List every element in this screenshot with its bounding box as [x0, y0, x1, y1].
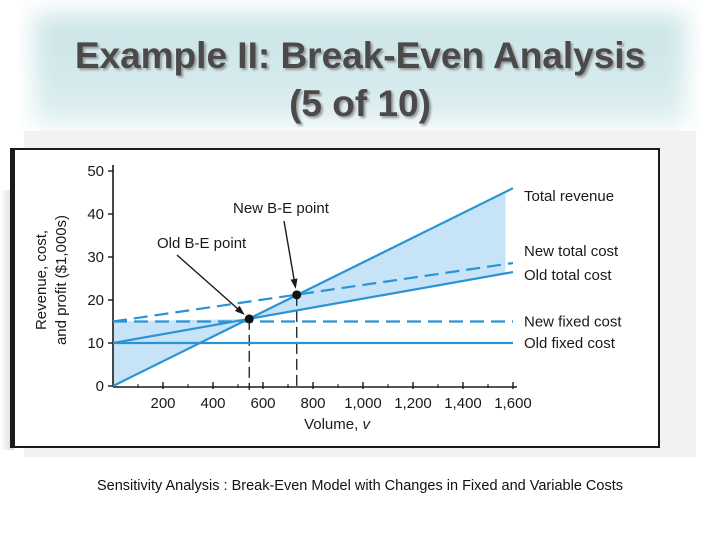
x-tick-label: 1,600: [494, 395, 532, 412]
y-tick-label: 10: [87, 335, 104, 352]
series-label: New total cost: [524, 243, 619, 260]
x-axis-label-text: Volume,: [304, 416, 362, 433]
series-label: Total revenue: [524, 188, 614, 205]
figure-caption: Sensitivity Analysis : Break-Even Model …: [0, 478, 720, 494]
x-tick-label: 800: [300, 395, 325, 412]
series-label: Old fixed cost: [524, 335, 616, 352]
y-tick-label: 50: [87, 163, 104, 180]
y-axis-label-line2: and profit ($1,000s): [53, 215, 70, 345]
series-label: Old total cost: [524, 267, 612, 284]
y-tick-label: 30: [87, 249, 104, 266]
y-axis-label-line1: Revenue, cost,: [33, 230, 50, 330]
chart-panel-edge: [11, 149, 15, 447]
y-tick-label: 20: [87, 292, 104, 309]
x-tick-label: 1,400: [444, 395, 482, 412]
break-even-point-marker: [292, 290, 301, 299]
y-tick-label: 0: [96, 378, 104, 395]
x-tick-label: 1,000: [344, 395, 382, 412]
x-tick-label: 400: [200, 395, 225, 412]
break-even-point-label: Old B-E point: [157, 235, 247, 252]
series-label: New fixed cost: [524, 314, 622, 331]
x-tick-label: 200: [150, 395, 175, 412]
y-tick-label: 40: [87, 206, 104, 223]
break-even-point-marker: [245, 314, 254, 323]
x-tick-label: 1,200: [394, 395, 432, 412]
x-tick-label: 600: [250, 395, 275, 412]
x-axis-label: Volume, v: [304, 416, 371, 433]
break-even-point-label: New B-E point: [233, 200, 330, 217]
